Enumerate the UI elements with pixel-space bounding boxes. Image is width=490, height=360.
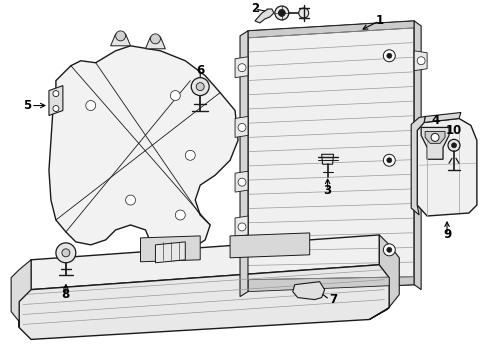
Circle shape [383,244,395,256]
Polygon shape [411,117,425,215]
Circle shape [175,210,185,220]
Polygon shape [425,131,445,143]
Polygon shape [369,235,399,319]
Circle shape [383,154,395,166]
Circle shape [387,247,392,252]
Polygon shape [414,150,427,170]
Polygon shape [414,21,421,290]
Circle shape [275,6,289,20]
Circle shape [62,249,70,257]
Circle shape [125,195,136,205]
Polygon shape [421,127,449,159]
Circle shape [299,8,309,18]
Circle shape [150,34,160,44]
Polygon shape [49,46,238,252]
Polygon shape [414,51,427,71]
Circle shape [185,150,195,160]
Polygon shape [240,31,248,297]
Circle shape [53,91,59,96]
Text: 8: 8 [62,288,70,301]
Polygon shape [424,112,461,122]
Circle shape [56,243,76,263]
Circle shape [191,78,209,95]
Text: 5: 5 [23,99,31,112]
Polygon shape [31,235,379,290]
Circle shape [116,31,125,41]
Polygon shape [235,57,248,78]
Text: 6: 6 [196,64,204,77]
Circle shape [417,57,425,65]
Circle shape [238,223,246,231]
Text: 2: 2 [251,3,259,15]
Circle shape [448,139,460,151]
Circle shape [171,91,180,100]
Circle shape [238,64,246,72]
Polygon shape [146,37,166,49]
Circle shape [451,143,457,148]
Polygon shape [248,21,414,292]
Text: 9: 9 [443,228,451,242]
Circle shape [431,134,439,141]
Polygon shape [293,282,324,300]
Polygon shape [255,9,274,23]
Polygon shape [321,154,334,164]
Circle shape [387,53,392,58]
Polygon shape [155,242,185,263]
Circle shape [278,9,285,17]
Circle shape [417,156,425,164]
Polygon shape [19,265,389,339]
Polygon shape [235,171,248,192]
Text: 3: 3 [323,184,332,197]
Polygon shape [49,86,63,116]
Circle shape [196,83,204,91]
Text: 1: 1 [375,14,383,27]
Circle shape [238,178,246,186]
Circle shape [238,123,246,131]
Circle shape [387,158,392,163]
Circle shape [53,105,59,112]
Circle shape [86,100,96,111]
Circle shape [383,50,395,62]
Polygon shape [417,118,477,216]
Polygon shape [248,277,414,292]
Polygon shape [141,236,200,262]
Polygon shape [230,233,310,258]
Polygon shape [235,117,248,138]
Text: 10: 10 [446,124,462,137]
Text: 7: 7 [330,293,338,306]
Polygon shape [248,21,414,38]
Polygon shape [111,34,130,46]
Text: 4: 4 [431,114,439,127]
Polygon shape [235,216,248,237]
Polygon shape [11,260,31,328]
